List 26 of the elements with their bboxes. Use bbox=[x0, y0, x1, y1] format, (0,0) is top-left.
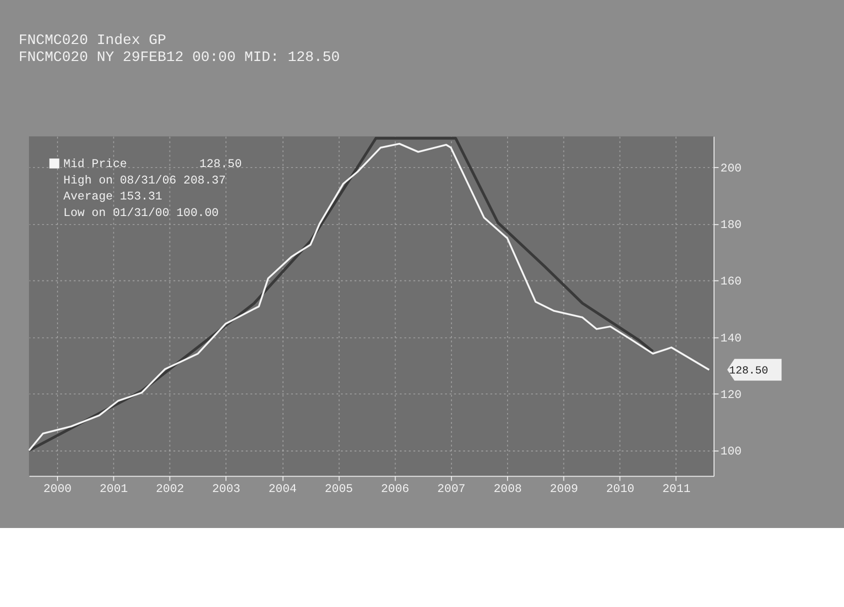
x-tick-label: 2001 bbox=[100, 482, 128, 496]
y-tick-label: 100 bbox=[720, 444, 742, 459]
x-tick-label: 2004 bbox=[268, 482, 297, 496]
x-tick-label: 2010 bbox=[606, 482, 634, 496]
x-tick-label: 2009 bbox=[550, 482, 578, 496]
annotation: Average 153.31 bbox=[63, 190, 162, 204]
x-tick-label: 2002 bbox=[156, 482, 184, 496]
x-tick-label: 2008 bbox=[494, 482, 522, 496]
y-tick-label: 120 bbox=[720, 388, 742, 402]
y-tick-label: 140 bbox=[720, 331, 742, 346]
x-tick-label: 2007 bbox=[437, 482, 466, 496]
y-tick-label: 160 bbox=[720, 274, 742, 289]
chart-subtitle: FNCMC020 NY 29FEB12 00:00 MID: 128.50 bbox=[18, 50, 340, 66]
annotation: Low on 01/31/00 100.00 bbox=[63, 206, 219, 220]
y-tick-label: 200 bbox=[720, 162, 742, 176]
chart-title: FNCMC020 Index GP bbox=[18, 32, 166, 49]
legend-label: Mid Price bbox=[63, 157, 127, 172]
x-tick-label: 2000 bbox=[43, 482, 72, 496]
x-tick-label: 2005 bbox=[324, 482, 353, 496]
annotation: High on 08/31/06 208.37 bbox=[63, 173, 226, 188]
x-tick-label: 2003 bbox=[212, 482, 240, 496]
annotation: 128.50 bbox=[729, 365, 768, 378]
x-tick-label: 2006 bbox=[380, 482, 410, 496]
y-tick-label: 180 bbox=[720, 218, 742, 232]
x-tick-label: 2011 bbox=[662, 482, 691, 496]
annotation: 128.50 bbox=[199, 157, 242, 172]
